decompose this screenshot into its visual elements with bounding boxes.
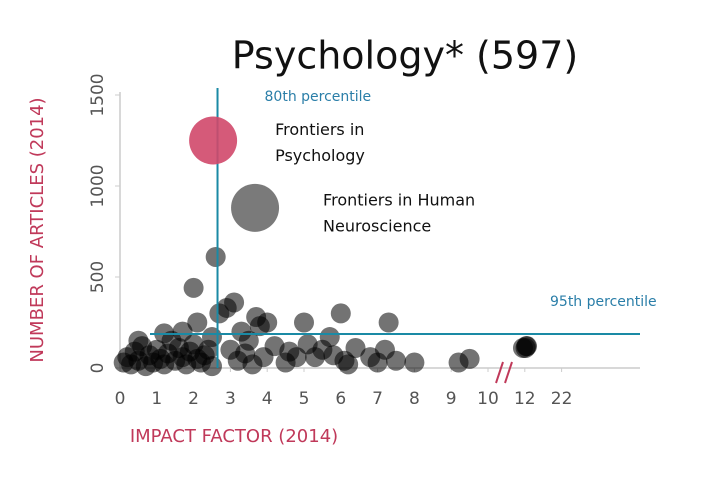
x-tick-label: 9 — [446, 389, 457, 409]
data-point — [202, 327, 222, 348]
data-point — [319, 327, 340, 348]
data-point — [202, 356, 222, 377]
data-point — [187, 312, 208, 333]
axis-break — [504, 361, 513, 384]
highlight-point — [231, 183, 280, 232]
data-point — [172, 321, 193, 342]
data-point — [224, 292, 245, 313]
data-point — [128, 330, 149, 351]
x-tick-label: 6 — [335, 389, 346, 409]
x-tick-label: 0 — [115, 389, 126, 409]
x-tick-label: 12 — [514, 389, 536, 409]
data-point — [459, 348, 480, 369]
y-tick-label: 1500 — [88, 73, 108, 116]
data-point — [257, 312, 278, 333]
data-point — [338, 354, 359, 375]
x-tick-label: 7 — [372, 389, 383, 409]
data-point — [345, 337, 366, 358]
data-point — [330, 303, 351, 324]
x-tick-label: 5 — [299, 389, 310, 409]
y-axis-label: NUMBER OF ARTICLES (2014) — [27, 97, 48, 362]
x-tick-label: 10 — [477, 389, 499, 409]
reference-label: 95th percentile — [550, 294, 657, 310]
highlight-label: Neuroscience — [323, 216, 431, 235]
x-tick-label: 2 — [188, 389, 199, 409]
x-tick-label: 3 — [225, 389, 236, 409]
reference-label: 80th percentile — [265, 89, 372, 105]
y-tick-label: 0 — [88, 363, 108, 374]
data-point — [294, 312, 314, 333]
highlight-label: Frontiers in — [275, 120, 364, 139]
x-axis-label: IMPACT FACTOR (2014) — [130, 426, 338, 447]
data-point — [378, 312, 399, 333]
data-point — [205, 246, 226, 267]
y-tick-label: 1000 — [88, 164, 108, 207]
highlight-label: Frontiers in Human — [323, 190, 475, 209]
highlight-point — [189, 116, 238, 165]
x-tick-label: 22 — [551, 389, 573, 409]
y-tick-label: 500 — [88, 261, 108, 293]
highlight-label: Psychology — [275, 146, 365, 165]
data-point — [386, 350, 406, 371]
x-tick-label: 4 — [262, 389, 273, 409]
x-tick-label: 8 — [409, 389, 420, 409]
x-tick-label: 1 — [151, 389, 162, 409]
chart-title: Psychology* (597) — [232, 34, 578, 78]
data-point — [183, 277, 204, 298]
axis-break — [495, 361, 504, 384]
data-point — [404, 352, 425, 373]
data-point — [517, 336, 538, 357]
